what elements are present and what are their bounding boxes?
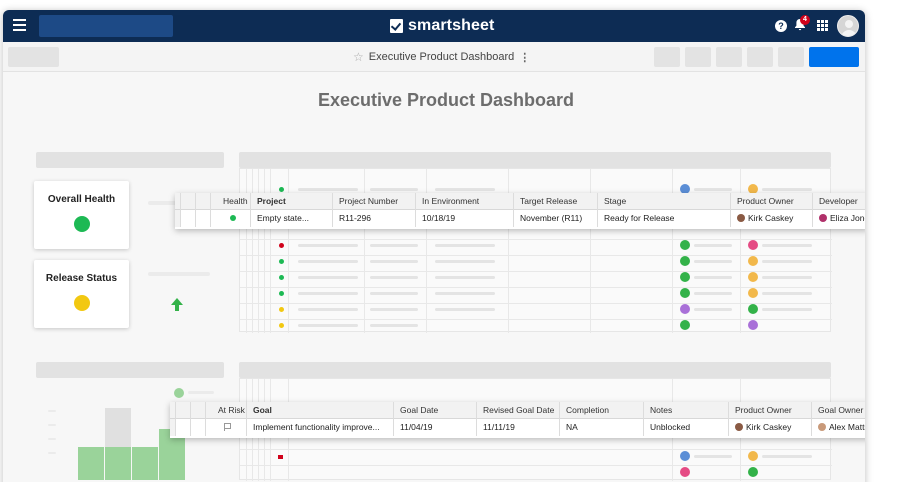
product-owner-cell[interactable]: Kirk Caskey (731, 210, 813, 227)
grid-header-placeholder (239, 152, 831, 168)
column-header-target-release[interactable]: Target Release (514, 193, 598, 210)
table-row[interactable]: Empty state... R11-296 10/18/19 November… (175, 210, 865, 227)
developer-name: Eliza Jones (830, 213, 865, 223)
toolbar-button-1[interactable] (654, 47, 680, 67)
developer-cell[interactable]: Eliza Jones (813, 210, 865, 227)
chart-header-placeholder (36, 362, 224, 378)
project-cell[interactable]: Empty state... (251, 210, 333, 227)
project-number-cell[interactable]: R11-296 (333, 210, 416, 227)
health-status-green-dot (230, 215, 236, 221)
column-header-goal-date[interactable]: Goal Date (394, 402, 477, 419)
column-header-project[interactable]: Project (251, 193, 333, 210)
apps-grid-icon[interactable] (817, 20, 828, 31)
column-header-developer[interactable]: Developer (819, 196, 858, 206)
product-owner-name: Kirk Caskey (746, 422, 792, 432)
stage-cell[interactable]: Ready for Release (598, 210, 731, 227)
toolbar-button-3[interactable] (716, 47, 742, 67)
project-sheet-row[interactable]: Health Project Project Number In Environ… (175, 193, 865, 229)
brand-logo[interactable]: smartsheet (390, 16, 494, 36)
person-avatar-icon (737, 214, 745, 222)
user-avatar[interactable] (837, 15, 859, 37)
project-sheet-header: Health Project Project Number In Environ… (175, 193, 865, 210)
person-avatar-icon (819, 214, 827, 222)
goal-cell[interactable]: Implement functionality improve... (247, 419, 394, 436)
notification-count-badge: 4 (800, 15, 810, 25)
legend-marker (174, 388, 184, 398)
overall-health-card[interactable]: Overall Health (34, 181, 129, 249)
goal-owner-cell[interactable]: Alex Mattson (812, 419, 865, 436)
dashboard-title: Executive Product Dashboard (317, 90, 575, 110)
card-title: Release Status (45, 273, 118, 284)
table-row[interactable]: Implement functionality improve... 11/04… (170, 419, 865, 436)
chart-bar (105, 447, 131, 480)
search-input[interactable] (39, 15, 173, 37)
arrow-up-icon (171, 298, 183, 312)
toolbar-left-button[interactable] (8, 47, 59, 67)
widget-header-placeholder (36, 152, 224, 168)
in-environment-cell[interactable]: 10/18/19 (416, 210, 514, 227)
column-header-project-number[interactable]: Project Number (333, 193, 416, 210)
goal-date-cell[interactable]: 11/04/19 (394, 419, 477, 436)
smartsheet-logo-icon (390, 19, 403, 33)
completion-cell[interactable]: NA (560, 419, 644, 436)
goal-sheet-row[interactable]: At Risk Goal Goal Date Revised Goal Date… (170, 402, 865, 438)
person-avatar-icon (735, 423, 743, 431)
chart-bar (132, 447, 158, 480)
product-owner-cell[interactable]: Kirk Caskey (729, 419, 812, 436)
goal-owner-name: Alex Mattson (829, 422, 865, 432)
notes-cell[interactable]: Unblocked (644, 419, 729, 436)
chart-bar (78, 447, 104, 480)
card-title: Overall Health (47, 194, 116, 205)
browser-window: smartsheet ? 4 ☆ Executive Product Dashb… (3, 10, 865, 482)
document-title-area: ☆ Executive Product Dashboard ⋮ (353, 50, 530, 64)
brand-name: smartsheet (408, 17, 495, 34)
document-title: Executive Product Dashboard (368, 51, 515, 63)
chart-bar-remaining (105, 408, 131, 447)
column-header-goal[interactable]: Goal (247, 402, 394, 419)
toolbar-button-2[interactable] (685, 47, 711, 67)
column-header-completion[interactable]: Completion (560, 402, 644, 419)
column-header-revised-goal-date[interactable]: Revised Goal Date (477, 402, 560, 419)
column-header-health[interactable]: Health (211, 193, 251, 210)
at-risk-cell[interactable] (206, 419, 247, 436)
flag-icon[interactable] (224, 423, 231, 431)
column-header-stage[interactable]: Stage (598, 193, 731, 210)
toolbar-button-5[interactable] (778, 47, 804, 67)
favorite-star-icon[interactable]: ☆ (353, 50, 364, 64)
product-owner-name: Kirk Caskey (748, 213, 794, 223)
column-header-product-owner[interactable]: Product Owner (729, 402, 812, 419)
grid-header-placeholder (239, 362, 831, 378)
revised-goal-date-cell[interactable]: 11/11/19 (477, 419, 560, 436)
text-placeholder (148, 272, 210, 276)
top-navigation-bar: smartsheet ? 4 (3, 10, 865, 42)
column-header-at-risk[interactable]: At Risk (206, 402, 247, 419)
health-cell[interactable] (211, 210, 251, 227)
status-green-indicator (73, 216, 90, 232)
legend-text-placeholder (188, 391, 214, 394)
status-yellow-indicator (73, 295, 90, 311)
goal-sheet-header: At Risk Goal Goal Date Revised Goal Date… (170, 402, 865, 419)
more-options-icon[interactable]: ⋮ (519, 51, 531, 64)
help-icon[interactable]: ? (775, 20, 787, 32)
target-release-cell[interactable]: November (R11) (514, 210, 598, 227)
dashboard-toolbar: ☆ Executive Product Dashboard ⋮ (3, 42, 865, 72)
column-header-product-owner[interactable]: Product Owner (731, 193, 813, 210)
person-avatar-icon (818, 423, 826, 431)
toolbar-button-4[interactable] (747, 47, 773, 67)
column-header-notes[interactable]: Notes (644, 402, 729, 419)
share-button[interactable] (809, 47, 859, 67)
menu-icon[interactable] (13, 19, 26, 31)
column-header-in-environment[interactable]: In Environment (416, 193, 514, 210)
release-status-card[interactable]: Release Status (34, 260, 129, 328)
column-header-goal-owner[interactable]: Goal Owner (818, 405, 864, 415)
